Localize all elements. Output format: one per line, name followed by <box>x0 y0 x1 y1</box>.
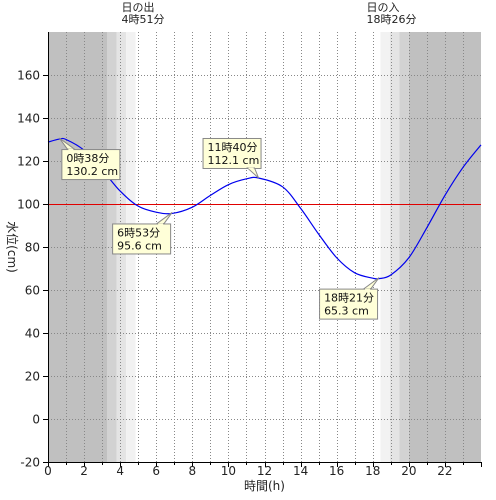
callout-value-3: 65.3 cm <box>324 305 369 318</box>
x-tick-label-20: 20 <box>401 464 416 478</box>
x-axis-title: 時間(h) <box>244 479 285 493</box>
callout-time-0: 0時38分 <box>66 152 109 165</box>
x-tick-label-0: 0 <box>44 464 52 478</box>
y-tick-label-160: 160 <box>17 69 40 83</box>
shading-band-0 <box>48 32 107 462</box>
x-tick-label-10: 10 <box>221 464 236 478</box>
callout-box-1 <box>112 223 172 255</box>
callout-time-3: 18時21分 <box>324 292 374 305</box>
x-tick-label-22: 22 <box>437 464 452 478</box>
y-tick-label-80: 80 <box>25 241 40 255</box>
x-tick-label-2: 2 <box>80 464 88 478</box>
x-tick-label-18: 18 <box>365 464 380 478</box>
shading-band-5 <box>389 32 400 462</box>
shading-band-4 <box>380 32 390 462</box>
y-tick-label-120: 120 <box>17 155 40 169</box>
x-tick-label-14: 14 <box>293 464 308 478</box>
callout-value-0: 130.2 cm <box>66 165 118 178</box>
axes: 0 2 4 6 8 10 12 14 16 18 20 22 -20 0 20 40 60 80 100 120 140… <box>5 32 482 493</box>
x-tick-label-12: 12 <box>257 464 272 478</box>
y-tick-label-40: 40 <box>25 327 40 341</box>
sunset-time: 18時26分 <box>367 13 417 26</box>
sunrise-time: 4時51分 <box>122 13 165 26</box>
x-tick-label-4: 4 <box>116 464 124 478</box>
x-tick-label-8: 8 <box>189 464 197 478</box>
callout-box-2 <box>202 137 262 169</box>
shading-band-6 <box>399 32 409 462</box>
callout-value-1: 95.6 cm <box>117 239 162 252</box>
y-axis-title: 水位(cm) <box>5 221 20 273</box>
callout-value-2: 112.1 cm <box>208 154 260 167</box>
y-tick-label-60: 60 <box>25 284 40 298</box>
y-tick-label-0: 0 <box>32 413 40 427</box>
y-tick-label-20: 20 <box>25 370 40 384</box>
callout-box-3 <box>319 288 379 320</box>
x-tick-label-16: 16 <box>329 464 344 478</box>
y-tick-label-100: 100 <box>17 198 40 212</box>
callout-time-1: 6時53分 <box>117 226 160 239</box>
sunrise-title: 日の出 <box>122 0 155 14</box>
x-tick-label-6: 6 <box>152 464 160 478</box>
y-tick-label-140: 140 <box>17 112 40 126</box>
callout-box-0 <box>61 149 121 181</box>
y-tick-label--20: -20 <box>20 456 40 470</box>
sunset-title: 日の入 <box>367 1 400 14</box>
callout-time-2: 11時40分 <box>208 141 258 154</box>
